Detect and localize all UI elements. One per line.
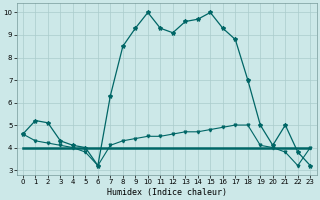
X-axis label: Humidex (Indice chaleur): Humidex (Indice chaleur): [107, 188, 227, 197]
